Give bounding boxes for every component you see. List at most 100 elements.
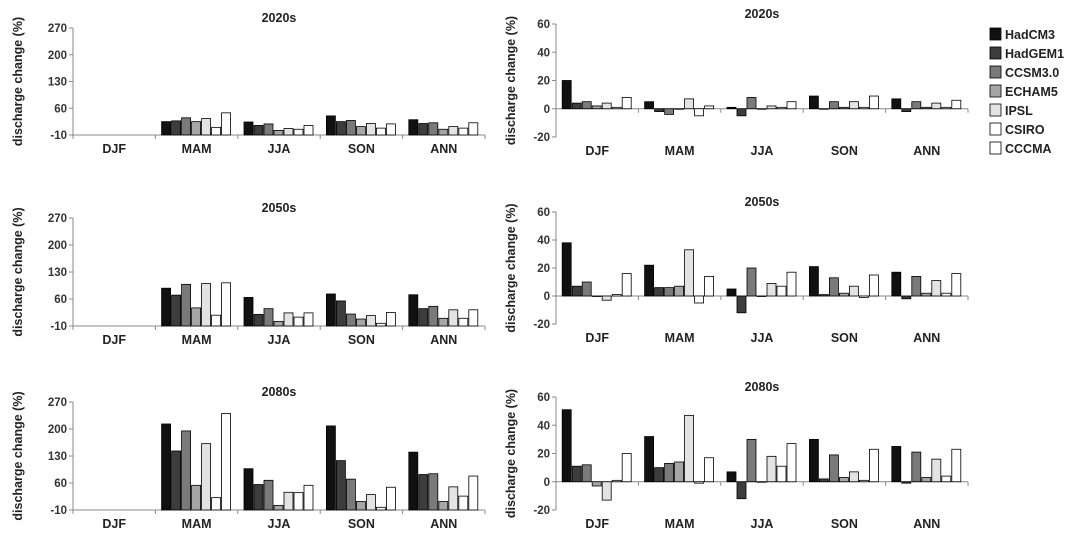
bar-echam5-son xyxy=(355,501,366,511)
legend-swatch-hadgem1 xyxy=(989,46,1002,60)
bar-hadgem1-ann xyxy=(418,474,429,511)
legend-label: CCSM3.0 xyxy=(1005,66,1059,80)
x-tick-label: DJF xyxy=(102,517,126,531)
bar-echam5-mam xyxy=(191,484,202,511)
x-tick-label: MAM xyxy=(182,333,212,347)
bar-ipsl-ann xyxy=(931,458,942,483)
x-tick-label: ANN xyxy=(913,331,940,345)
legend-swatch-ccsm30 xyxy=(989,65,1002,79)
bar-cccma-mam xyxy=(221,282,232,327)
bar-echam5-djf xyxy=(591,481,602,487)
bar-hadgem1-jja xyxy=(736,295,747,314)
bar-cccma-son xyxy=(869,448,879,483)
bar-ipsl-mam xyxy=(201,283,212,327)
bar-hadcm3-ann xyxy=(408,451,419,511)
bar-ccsm30-ann xyxy=(428,473,439,511)
bar-ipsl-son xyxy=(365,494,376,511)
bar-ccsm30-ann xyxy=(911,101,922,110)
bar-csiro-djf xyxy=(611,294,622,297)
x-tick-label: JJA xyxy=(268,333,291,347)
bar-cccma-djf xyxy=(621,453,632,483)
bar-csiro-djf xyxy=(611,479,622,483)
bar-ccsm30-mam xyxy=(181,117,192,136)
bar-hadcm3-jja xyxy=(243,468,254,511)
bar-cccma-son xyxy=(385,123,396,136)
bar-hadgem1-jja xyxy=(736,481,747,500)
legend-swatch-cccma xyxy=(989,141,1002,155)
bar-hadcm3-son xyxy=(809,266,819,297)
bar-ccsm30-ann xyxy=(428,122,439,136)
bar-echam5-jja xyxy=(756,295,767,297)
bar-echam5-son xyxy=(839,477,849,483)
bar-hadgem1-ann xyxy=(418,308,429,327)
bar-hadgem1-ann xyxy=(418,123,429,136)
y-tick-label: 60 xyxy=(537,207,550,219)
bar-hadgem1-mam xyxy=(171,294,182,327)
bar-echam5-ann xyxy=(921,477,932,483)
bar-ccsm30-jja xyxy=(263,123,274,136)
y-tick-label: -10 xyxy=(50,505,67,517)
bar-ipsl-djf xyxy=(601,481,612,501)
bar-hadcm3-son xyxy=(325,425,336,511)
y-tick-label: 270 xyxy=(48,397,67,409)
y-tick-label: -20 xyxy=(533,505,550,517)
bar-ccsm30-djf xyxy=(581,464,592,483)
bar-ipsl-jja xyxy=(283,491,294,511)
bar-csiro-ann xyxy=(941,475,952,483)
y-axis-label: discharge change (%) xyxy=(504,389,518,518)
legend-swatch-ipsl xyxy=(989,103,1002,117)
bar-echam5-djf xyxy=(591,295,602,297)
bar-cccma-djf xyxy=(621,97,632,110)
x-tick-label: JJA xyxy=(751,144,774,158)
bar-hadgem1-jja xyxy=(253,484,264,511)
bar-hadcm3-son xyxy=(809,95,819,110)
bar-hadcm3-mam xyxy=(644,436,654,483)
chart-panel-left-2020s: 2020s -10 60 130 200 270 discharge change (%) D… xyxy=(11,11,486,156)
bar-ccsm30-jja xyxy=(746,97,757,110)
bar-hadgem1-djf xyxy=(571,102,582,110)
bar-hadgem1-mam xyxy=(654,108,664,112)
bar-cccma-son xyxy=(385,312,396,327)
bar-hadgem1-djf xyxy=(571,285,582,297)
bar-csiro-ann xyxy=(941,106,952,110)
y-tick-label: 130 xyxy=(48,77,67,89)
x-tick-label: SON xyxy=(348,142,375,156)
bar-echam5-jja xyxy=(756,108,767,110)
x-tick-label: SON xyxy=(831,331,858,345)
y-tick-label: 60 xyxy=(54,294,67,306)
bar-hadcm3-mam xyxy=(161,121,172,136)
bar-cccma-mam xyxy=(221,112,232,136)
panel-title: 2020s xyxy=(745,7,780,21)
bar-ipsl-jja xyxy=(766,282,777,297)
bar-ipsl-mam xyxy=(201,443,212,511)
bar-echam5-jja xyxy=(273,504,284,511)
y-tick-label: 40 xyxy=(537,420,550,432)
bar-csiro-mam xyxy=(211,497,222,511)
bar-ccsm30-son xyxy=(829,101,839,110)
panel-title: 2080s xyxy=(745,380,780,394)
bar-csiro-mam xyxy=(211,126,222,136)
bar-ipsl-ann xyxy=(448,486,459,511)
bar-csiro-ann xyxy=(941,292,952,297)
bar-echam5-mam xyxy=(674,461,684,483)
bar-echam5-djf xyxy=(591,105,602,110)
legend-label: ECHAM5 xyxy=(1005,85,1058,99)
bar-echam5-son xyxy=(355,126,366,136)
bar-hadcm3-jja xyxy=(726,106,737,110)
x-tick-label: MAM xyxy=(665,517,695,531)
bar-ccsm30-son xyxy=(345,478,356,511)
x-tick-label: ANN xyxy=(430,142,457,156)
bar-cccma-jja xyxy=(303,484,314,511)
chart-panel-right-2050s: 2050s -20 0 20 40 60 discharge change (%) DJF MA… xyxy=(504,195,969,345)
bar-echam5-son xyxy=(355,318,366,327)
legend-label: HadCM3 xyxy=(1005,28,1055,42)
bar-cccma-mam xyxy=(704,275,714,297)
x-tick-label: MAM xyxy=(182,142,212,156)
bar-csiro-son xyxy=(375,127,386,136)
bar-ccsm30-son xyxy=(829,277,839,297)
bar-hadcm3-ann xyxy=(891,98,902,110)
y-tick-label: 0 xyxy=(544,291,550,303)
panel-title: 2050s xyxy=(262,201,297,215)
bar-echam5-mam xyxy=(191,121,202,136)
